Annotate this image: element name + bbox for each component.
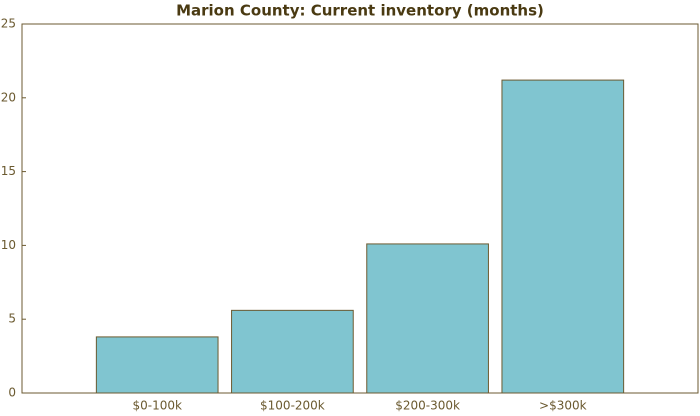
y-tick-label: 15 <box>1 164 16 178</box>
y-tick-label: 5 <box>8 312 16 326</box>
y-tick-label: 10 <box>1 238 16 252</box>
y-tick-label: 20 <box>1 90 16 104</box>
bar <box>501 79 625 394</box>
plot-frame <box>21 23 699 394</box>
x-tick-label: $100-200k <box>260 399 325 413</box>
chart-title: Marion County: Current inventory (months… <box>176 2 544 20</box>
y-tick-label: 25 <box>1 17 16 31</box>
bar <box>95 336 219 394</box>
bar <box>366 243 489 394</box>
y-tick-label: 0 <box>8 386 16 400</box>
x-tick-label: >$300k <box>539 399 587 413</box>
x-tick-label: $0-100k <box>132 399 182 413</box>
x-tick-label: $200-300k <box>395 399 460 413</box>
bar <box>231 309 354 394</box>
